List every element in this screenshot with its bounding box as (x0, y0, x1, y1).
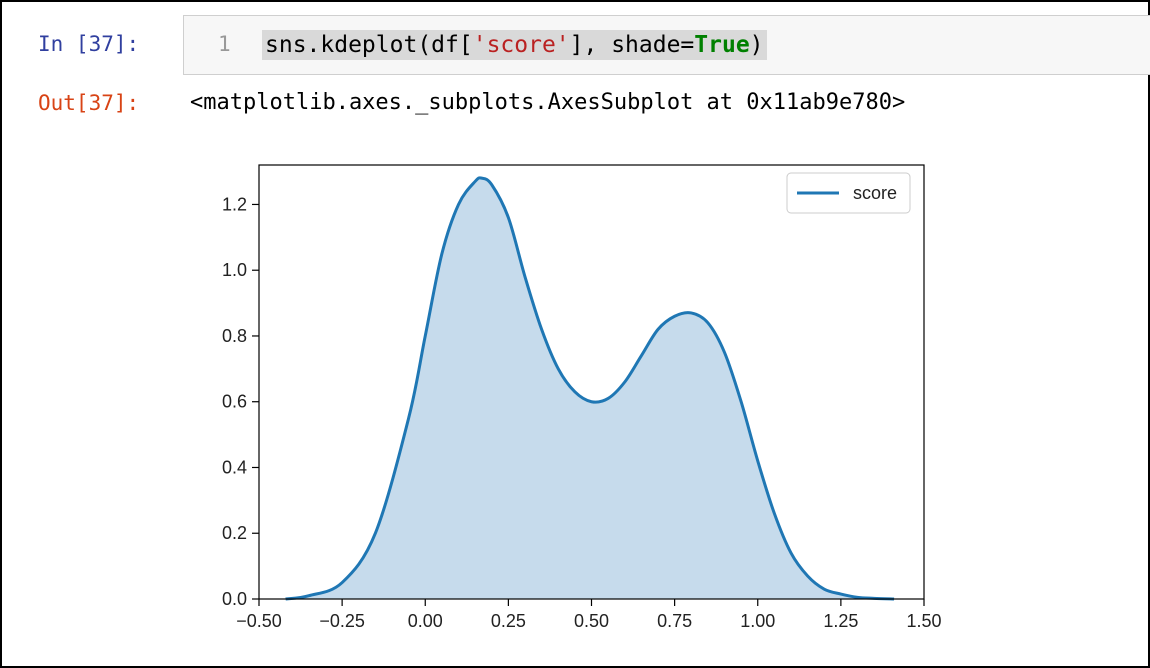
y-tick-label: 0.8 (222, 326, 247, 346)
y-tick-label: 0.2 (222, 523, 247, 543)
y-tick-label: 0.6 (222, 392, 247, 412)
code-cell-input[interactable]: 1 sns.kdeplot(df['score'], shade=True) (183, 15, 1150, 75)
x-tick-label: 1.25 (823, 611, 858, 631)
density-line-score (285, 176, 895, 601)
x-tick-label: 0.25 (491, 611, 526, 631)
y-tick-label: 0.4 (222, 457, 247, 477)
code-middle: ], shade= (569, 32, 695, 58)
line-number: 1 (218, 32, 231, 56)
output-prompt: Out[37]: (38, 91, 140, 115)
y-tick-label: 1.2 (222, 194, 247, 214)
output-repr-text: <matplotlib.axes._subplots.AxesSubplot a… (190, 90, 906, 115)
legend-box (786, 172, 911, 214)
input-prompt: In [37]: (38, 32, 140, 56)
y-tick-label: 0.0 (222, 589, 247, 609)
code-suffix: ) (749, 32, 764, 58)
x-tick-label: 0.75 (657, 611, 692, 631)
x-tick-label: −0.25 (319, 611, 365, 631)
code-line[interactable]: sns.kdeplot(df['score'], shade=True) (262, 30, 767, 60)
y-tick-label: 1.0 (222, 260, 247, 280)
code-prefix: sns.kdeplot(df[ (265, 32, 473, 58)
x-tick-label: 0.00 (408, 611, 443, 631)
code-string: 'score' (472, 32, 570, 58)
legend-label-score: score (853, 183, 897, 203)
x-tick-label: 1.00 (740, 611, 775, 631)
x-tick-label: −0.50 (236, 611, 282, 631)
x-tick-label: 1.50 (906, 611, 941, 631)
code-keyword: True (694, 32, 750, 58)
x-tick-label: 0.50 (574, 611, 609, 631)
kde-chart: −0.50 −0.25 0.00 0.25 0.50 0.75 1.00 1.25 1.50 0.… (222, 164, 942, 631)
density-fill-area (285, 177, 895, 599)
